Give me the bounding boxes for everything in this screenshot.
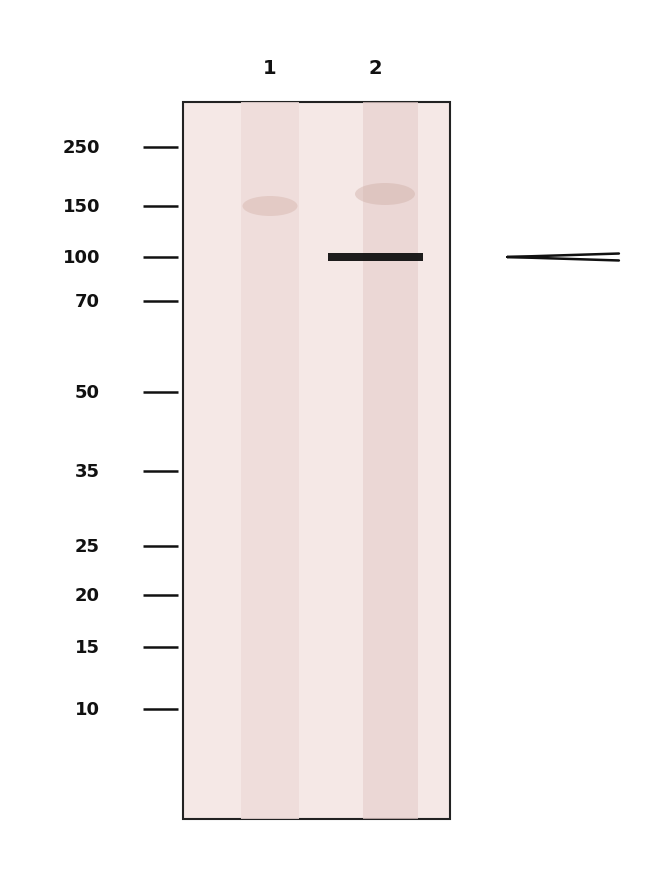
Ellipse shape [355,183,415,206]
Text: 10: 10 [75,700,100,718]
Text: 150: 150 [62,198,100,216]
Text: 15: 15 [75,638,100,656]
Text: 100: 100 [62,249,100,267]
Text: 20: 20 [75,587,100,604]
Text: 25: 25 [75,537,100,555]
Bar [183,103,450,819]
Text: 50: 50 [75,383,100,401]
Text: 250: 250 [62,139,100,156]
Ellipse shape [242,196,298,216]
Bar [363,103,417,819]
Text: 2: 2 [368,58,382,77]
Text: 35: 35 [75,462,100,481]
Text: 1: 1 [263,58,277,77]
Bar [241,103,299,819]
Text: 70: 70 [75,293,100,310]
Bar [328,254,422,262]
